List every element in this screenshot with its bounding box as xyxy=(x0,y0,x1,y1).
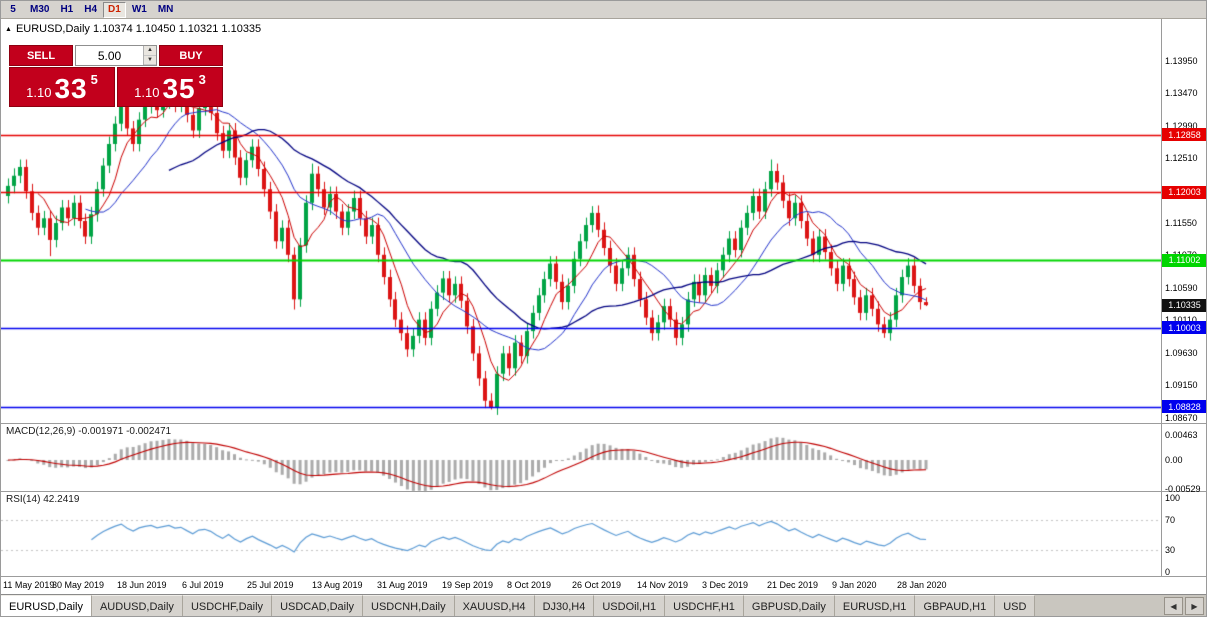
timeframe-button-H1[interactable]: H1 xyxy=(60,4,74,15)
timeframe-button-D1[interactable]: D1 xyxy=(103,1,126,18)
timeframe-button-W1[interactable]: W1 xyxy=(131,4,147,15)
chart-tab-GBPUSD,Daily[interactable]: GBPUSD,Daily xyxy=(743,595,835,616)
sell-price-big: 33 xyxy=(54,73,88,104)
chart-tab-USDCNH,Daily[interactable]: USDCNH,Daily xyxy=(363,595,455,616)
macd-panel-separator[interactable] xyxy=(1,423,1206,424)
chart-region: ▲ EURUSD,Daily 1.10374 1.10450 1.10321 1… xyxy=(1,1,1206,594)
date-axis-label: 28 Jan 2020 xyxy=(897,580,947,590)
chart-tab-EURUSD,H1[interactable]: EURUSD,H1 xyxy=(834,595,916,616)
rsi-panel-separator[interactable] xyxy=(1,491,1206,492)
price-axis-tick: 1.08670 xyxy=(1165,412,1198,423)
chart-tab-AUDUSD,Daily[interactable]: AUDUSD,Daily xyxy=(91,595,183,616)
sell-button[interactable]: SELL xyxy=(9,45,73,66)
one-click-trading-panel: SELL ▲ ▼ BUY 1.10 33 5 1.10 xyxy=(9,45,223,107)
date-axis-label: 31 Aug 2019 xyxy=(377,580,428,590)
macd-axis-tick: 0.00463 xyxy=(1165,430,1198,440)
price-axis-tick: 1.10590 xyxy=(1165,282,1198,293)
chart-tab-XAUUSD,H4[interactable]: XAUUSD,H4 xyxy=(454,595,535,616)
rsi-label-text: RSI(14) xyxy=(6,494,41,505)
price-tag: 1.11002 xyxy=(1162,253,1206,267)
price-axis-tick: 1.11550 xyxy=(1165,218,1197,229)
macd-values-text: -0.001971 -0.002471 xyxy=(78,426,172,437)
price-chart-canvas[interactable] xyxy=(1,19,1161,576)
price-axis-tick: 1.12510 xyxy=(1165,153,1198,164)
buy-price-button[interactable]: 1.10 35 3 xyxy=(117,67,223,107)
timeframe-toolbar: 5 M30 H1 H4 D1 W1 MN xyxy=(1,1,1206,19)
chart-tab-USDOil,H1[interactable]: USDOil,H1 xyxy=(594,595,666,616)
price-axis-tick: 1.10110 xyxy=(1165,315,1197,325)
date-axis-label: 11 May 2019 xyxy=(3,580,55,590)
symbol-ohlc-text: EURUSD,Daily 1.10374 1.10450 1.10321 1.1… xyxy=(15,23,262,35)
rsi-value-text: 42.2419 xyxy=(43,494,80,505)
buy-price-sup: 3 xyxy=(198,72,206,87)
rsi-axis-tick: 0 xyxy=(1165,567,1171,577)
macd-axis-tick: -0.00529 xyxy=(1165,483,1201,494)
date-axis-label: 30 May 2019 xyxy=(52,580,105,590)
date-axis-label: 25 Jul 2019 xyxy=(247,580,294,590)
date-axis-label: 14 Nov 2019 xyxy=(637,580,689,590)
volume-input[interactable] xyxy=(76,46,143,65)
price-axis-tick: 1.13950 xyxy=(1165,55,1198,66)
volume-spinner: ▲ ▼ xyxy=(143,46,156,65)
timeframe-button-M30[interactable]: M30 xyxy=(30,4,50,15)
tabs-scroll-left-button[interactable]: ◀ xyxy=(1164,597,1183,615)
chart-tabs-bar: EURUSD,Daily AUDUSD,Daily USDCHF,Daily USDC… xyxy=(1,594,1206,616)
timeframe-button-H4[interactable]: H4 xyxy=(84,4,98,15)
price-tag: 1.12858 xyxy=(1162,128,1206,142)
macd-indicator-label: MACD(12,26,9) -0.001971 -0.002471 xyxy=(6,426,171,437)
chart-tab-USDCHF,Daily[interactable]: USDCHF,Daily xyxy=(182,595,273,616)
price-tag: 1.08828 xyxy=(1162,400,1206,414)
volume-box: ▲ ▼ xyxy=(75,45,157,66)
price-tag: 1.12003 xyxy=(1162,185,1206,199)
price-axis-tick: 1.09630 xyxy=(1165,347,1198,358)
rsi-axis-tick: 30 xyxy=(1165,544,1176,555)
chart-tab-USD[interactable]: USD xyxy=(995,595,1036,616)
timeframe-button-5[interactable]: 5 xyxy=(10,4,16,15)
sell-price-button[interactable]: 1.10 33 5 xyxy=(9,67,115,107)
tab-nav: ◀ ▶ xyxy=(1164,597,1204,615)
chart-tab-DJ30,H4[interactable]: DJ30,H4 xyxy=(534,595,595,616)
chart-expand-icon[interactable]: ▲ xyxy=(5,25,12,33)
chart-tab-USDCAD,Daily[interactable]: USDCAD,Daily xyxy=(272,595,364,616)
date-axis-label: 26 Oct 2019 xyxy=(572,580,622,590)
chart-symbol-label: ▲ EURUSD,Daily 1.10374 1.10450 1.10321 1… xyxy=(5,23,261,35)
rsi-axis-tick: 100 xyxy=(1165,493,1181,503)
price-axis-border xyxy=(1161,19,1162,576)
buy-price-prefix: 1.10 xyxy=(134,85,160,100)
price-axis-tick: 1.12990 xyxy=(1165,120,1198,131)
sell-price-sup: 5 xyxy=(90,72,98,87)
date-axis-label: 3 Dec 2019 xyxy=(702,580,749,590)
timeframe-button-MN[interactable]: MN xyxy=(157,4,174,15)
macd-axis-tick: 0.00 xyxy=(1165,455,1183,465)
buy-price-big: 35 xyxy=(162,73,196,104)
macd-label-text: MACD(12,26,9) xyxy=(6,426,76,437)
chart-tab-EURUSD,Daily[interactable]: EURUSD,Daily xyxy=(1,595,92,616)
tabs-scroll-right-button[interactable]: ▶ xyxy=(1185,597,1204,615)
price-axis-tick: 1.09150 xyxy=(1165,380,1198,391)
date-axis-label: 18 Jun 2019 xyxy=(117,580,167,590)
date-axis-label: 21 Dec 2019 xyxy=(767,580,819,590)
date-axis-label: 8 Oct 2019 xyxy=(507,580,552,590)
date-axis-label: 9 Jan 2020 xyxy=(832,580,877,590)
date-axis-label: 13 Aug 2019 xyxy=(312,580,363,590)
volume-up-button[interactable]: ▲ xyxy=(144,46,156,56)
price-tag: 1.10003 xyxy=(1162,321,1206,335)
buy-button[interactable]: BUY xyxy=(159,45,223,66)
date-axis-label: 19 Sep 2019 xyxy=(442,580,494,590)
sell-price-prefix: 1.10 xyxy=(26,85,52,100)
date-axis-label: 6 Jul 2019 xyxy=(182,580,224,590)
chart-tab-USDCHF,H1[interactable]: USDCHF,H1 xyxy=(665,595,744,616)
date-axis-separator xyxy=(1,576,1206,577)
current-price-tag: 1.10335 xyxy=(1162,298,1206,312)
volume-down-button[interactable]: ▼ xyxy=(144,55,156,65)
rsi-indicator-label: RSI(14) 42.2419 xyxy=(6,494,79,505)
chart-tab-GBPAUD,H1[interactable]: GBPAUD,H1 xyxy=(915,595,996,616)
rsi-axis-tick: 70 xyxy=(1165,515,1176,526)
price-axis-tick: 1.13470 xyxy=(1165,88,1198,99)
